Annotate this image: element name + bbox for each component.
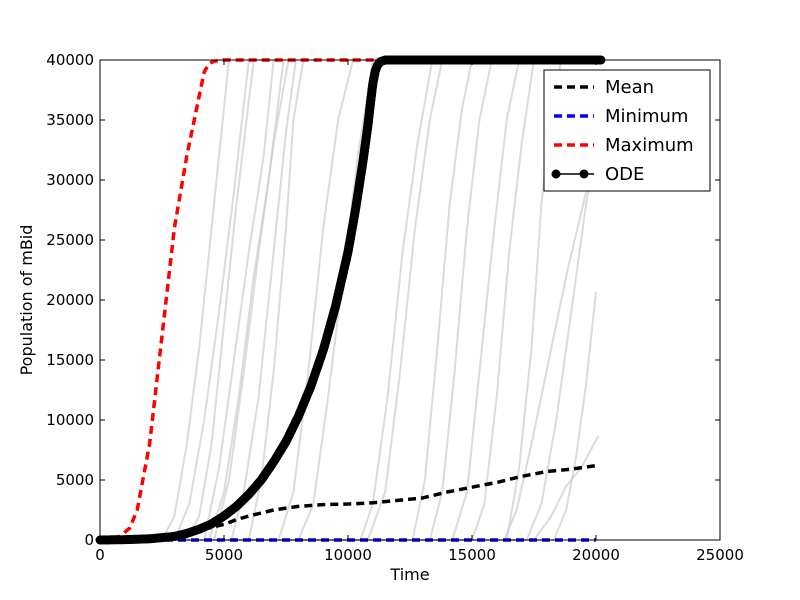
y-tick-label: 0 xyxy=(84,531,94,549)
y-tick-label: 5000 xyxy=(56,471,94,489)
y-tick-label: 40000 xyxy=(46,51,94,69)
x-tick-label: 10000 xyxy=(324,546,372,564)
legend-label: Minimum xyxy=(605,106,688,127)
legend-entry-mean: Mean xyxy=(554,77,654,98)
y-tick-label: 30000 xyxy=(46,171,94,189)
legend-entry-ode: ODE xyxy=(551,164,644,185)
y-axis-ticks: 0 5000 10000 15000 20000 25000 30000 35000 40000 xyxy=(46,51,720,549)
legend: Mean Minimum Maximum ODE xyxy=(543,69,711,192)
x-tick-label: 5000 xyxy=(205,546,243,564)
legend-entry-maximum: Maximum xyxy=(554,135,694,156)
y-axis-label: Population of mBid xyxy=(17,225,36,376)
x-tick-label: 0 xyxy=(95,546,105,564)
legend-label: Mean xyxy=(605,77,654,98)
series-mean-line xyxy=(99,463,597,542)
y-tick-label: 10000 xyxy=(46,411,94,429)
legend-entry-minimum: Minimum xyxy=(554,106,688,127)
x-axis-ticks: 0 5000 10000 15000 20000 25000 xyxy=(95,60,744,564)
legend-label: ODE xyxy=(605,164,644,185)
x-tick-label: 20000 xyxy=(572,546,620,564)
legend-label: Maximum xyxy=(605,135,694,156)
series-maximum-line xyxy=(99,58,596,542)
legend-marker xyxy=(551,169,561,179)
legend-box xyxy=(543,69,711,192)
legend-marker xyxy=(579,169,589,179)
x-tick-label: 25000 xyxy=(696,546,744,564)
y-tick-label: 15000 xyxy=(46,351,94,369)
y-tick-label: 20000 xyxy=(46,291,94,309)
x-axis-label: Time xyxy=(389,565,429,584)
y-tick-label: 25000 xyxy=(46,231,94,249)
y-tick-label: 35000 xyxy=(46,111,94,129)
x-tick-label: 15000 xyxy=(448,546,496,564)
